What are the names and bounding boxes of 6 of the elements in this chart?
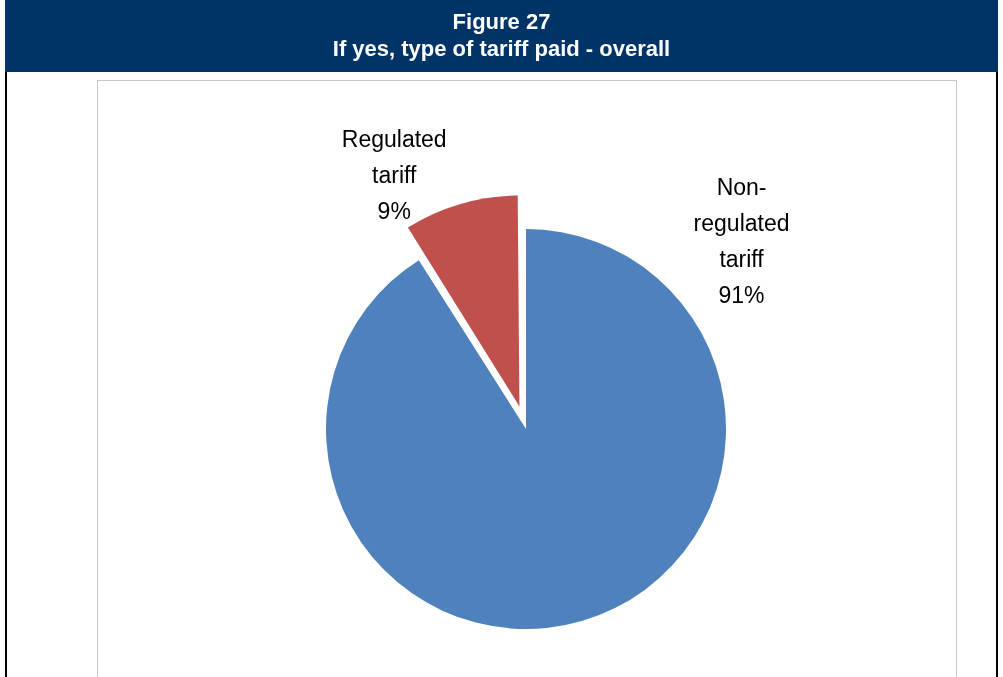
data-label: 91% <box>718 281 765 308</box>
chart-title: Figure 27 <box>451 8 552 35</box>
data-label: 9% <box>377 197 411 224</box>
slice-label: Regulated tariff <box>341 125 447 188</box>
chart-subtitle: If yes, type of tariff paid - overall <box>331 35 672 62</box>
slice-label: Non-regulated tariff <box>693 173 790 272</box>
